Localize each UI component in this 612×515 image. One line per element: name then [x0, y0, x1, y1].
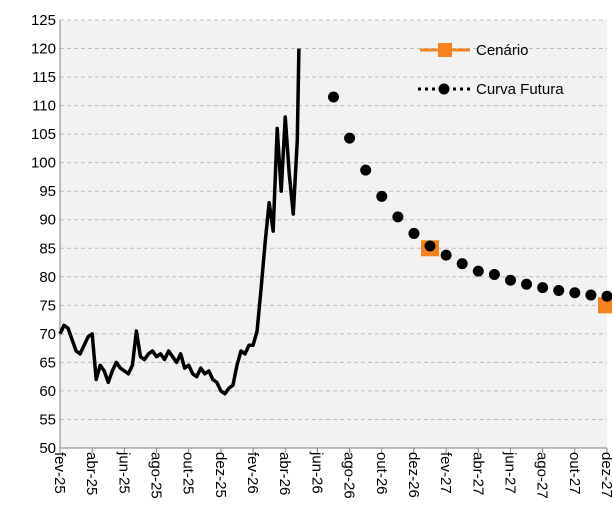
legend-label: Curva Futura	[476, 81, 564, 98]
future-marker	[424, 240, 436, 252]
x-tick-label: out-25	[180, 452, 197, 495]
y-tick-label: 100	[31, 155, 56, 172]
future-marker	[392, 211, 404, 223]
future-marker	[585, 289, 597, 301]
future-marker	[537, 282, 549, 294]
x-tick-label: dez-26	[405, 452, 422, 498]
future-marker	[344, 132, 356, 144]
y-tick-label: 80	[39, 269, 56, 286]
future-marker	[569, 287, 581, 299]
x-tick-label: jun-25	[115, 451, 132, 494]
x-tick-label: ago-26	[341, 452, 358, 499]
y-tick-label: 105	[31, 126, 56, 143]
x-tick-label: dez-27	[598, 452, 612, 498]
legend-marker	[438, 43, 452, 57]
y-tick-label: 125	[31, 12, 56, 29]
future-marker	[456, 258, 468, 270]
x-tick-label: ago-25	[148, 452, 165, 499]
future-marker	[360, 164, 372, 176]
y-tick-label: 70	[39, 326, 56, 343]
x-tick-label: jun-27	[501, 451, 518, 494]
y-tick-label: 50	[39, 440, 56, 457]
x-tick-label: ago-27	[534, 452, 551, 499]
y-tick-label: 85	[39, 240, 56, 257]
future-marker	[601, 290, 612, 302]
future-marker	[408, 227, 420, 239]
future-marker	[488, 269, 500, 281]
y-tick-label: 110	[32, 98, 56, 115]
x-tick-label: fev-25	[51, 452, 68, 494]
x-tick-label: out-26	[373, 452, 390, 495]
y-tick-label: 90	[39, 212, 56, 229]
y-tick-label: 65	[39, 354, 56, 371]
future-marker	[440, 249, 452, 261]
future-marker	[328, 91, 339, 103]
x-tick-label: abr-27	[469, 452, 486, 495]
x-tick-label: abr-26	[276, 452, 293, 495]
x-tick-label: fev-27	[437, 452, 454, 494]
y-tick-label: 55	[39, 411, 56, 428]
x-tick-label: jun-26	[308, 451, 325, 494]
y-tick-label: 75	[39, 297, 56, 314]
x-tick-label: dez-25	[212, 452, 229, 498]
y-tick-label: 95	[39, 183, 56, 200]
legend-marker	[438, 83, 450, 95]
x-tick-label: abr-25	[83, 452, 100, 495]
plot-area	[60, 20, 607, 448]
future-marker	[553, 284, 565, 296]
future-marker	[521, 278, 533, 290]
y-tick-label: 60	[39, 383, 56, 400]
y-tick-label: 120	[31, 41, 56, 58]
x-tick-label: fev-26	[244, 452, 261, 494]
legend-label: Cenário	[476, 42, 529, 59]
future-marker	[376, 190, 388, 202]
history-line	[58, 48, 301, 396]
future-marker	[472, 265, 484, 277]
x-tick-label: out-27	[566, 452, 583, 495]
future-marker	[504, 274, 516, 286]
y-tick-label: 115	[32, 69, 56, 86]
